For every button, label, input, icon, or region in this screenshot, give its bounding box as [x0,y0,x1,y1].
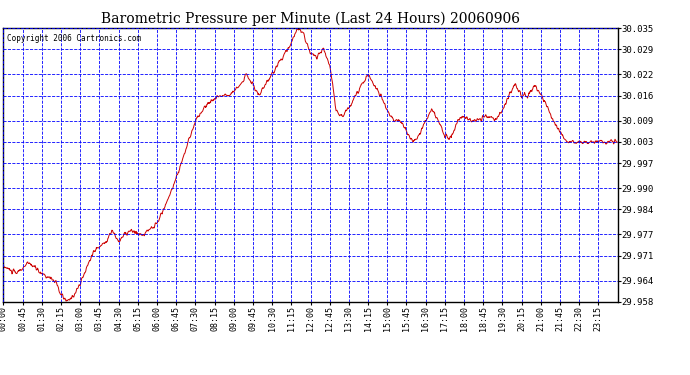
Title: Barometric Pressure per Minute (Last 24 Hours) 20060906: Barometric Pressure per Minute (Last 24 … [101,11,520,26]
Text: Copyright 2006 Cartronics.com: Copyright 2006 Cartronics.com [6,34,141,43]
